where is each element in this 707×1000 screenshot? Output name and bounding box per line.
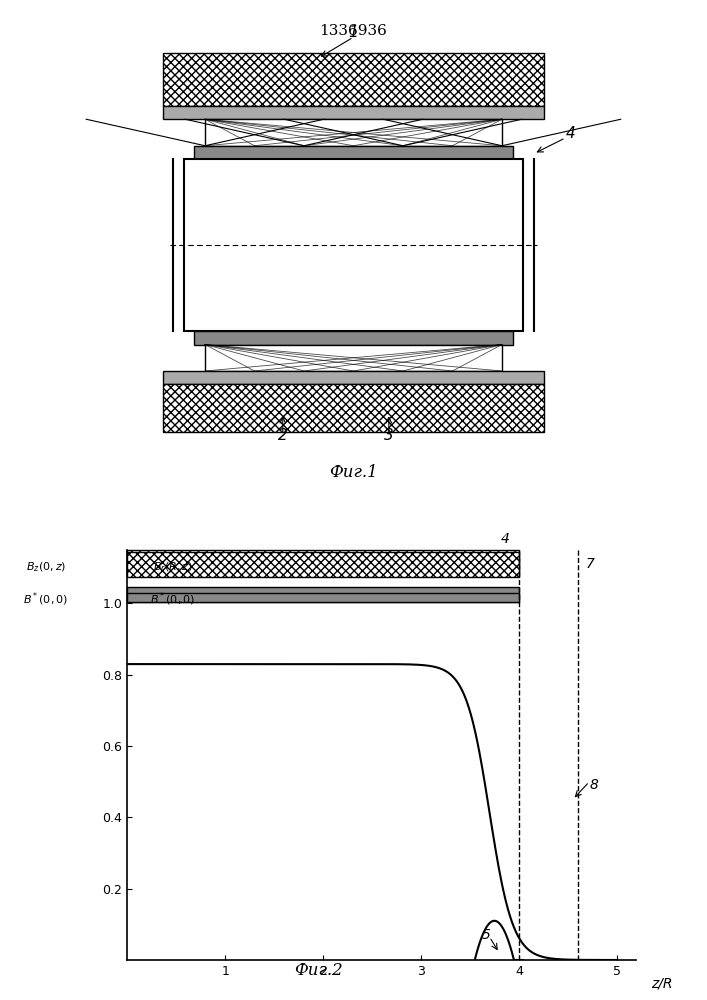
Bar [205, 344, 502, 371]
Bar [127, 587, 519, 602]
Text: 2: 2 [278, 428, 288, 443]
Text: 1: 1 [349, 25, 358, 40]
Text: 4: 4 [566, 126, 575, 141]
Bar [127, 593, 519, 602]
Text: $B^*(0,0)$: $B^*(0,0)$ [23, 591, 69, 608]
X-axis label: z/R: z/R [651, 976, 672, 990]
Bar [163, 371, 544, 384]
Bar [163, 106, 544, 119]
Bar [127, 552, 519, 577]
Bar [163, 384, 544, 432]
Text: Фиг.1: Фиг.1 [329, 464, 378, 481]
Text: $B_r(R,z)$: $B_r(R,z)$ [153, 561, 193, 574]
Bar [163, 53, 544, 106]
Text: $B^*(0,0)$: $B^*(0,0)$ [151, 591, 196, 608]
Text: 1336936: 1336936 [320, 24, 387, 38]
Text: 3: 3 [384, 428, 394, 443]
Text: 8: 8 [590, 778, 598, 792]
Text: Фиг.2: Фиг.2 [294, 962, 342, 979]
Bar [194, 331, 513, 344]
Text: 4: 4 [501, 532, 510, 546]
Bar [194, 146, 513, 159]
Bar [184, 159, 523, 331]
Bar [205, 119, 502, 146]
Bar [127, 550, 519, 575]
Text: $B_z(0,z)$: $B_z(0,z)$ [25, 561, 66, 574]
Text: 7: 7 [585, 557, 595, 571]
Text: 5: 5 [481, 928, 491, 942]
